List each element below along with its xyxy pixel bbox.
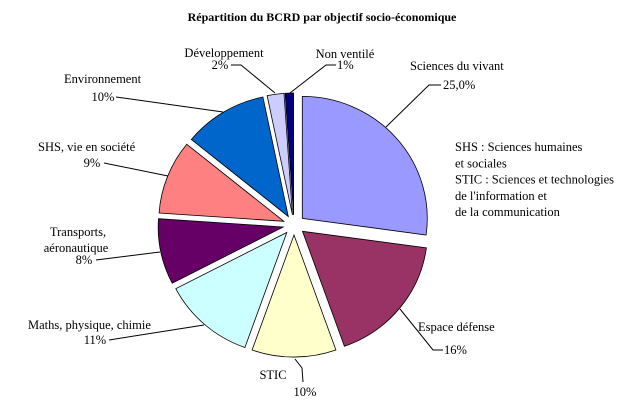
slice-percent-environnement: 10% (92, 90, 115, 104)
slice-maths-physique-chimie (175, 231, 288, 349)
slice-label-transports-aeronautique: aéronautique (44, 241, 109, 255)
slice-percent-developpement: 2% (212, 58, 229, 72)
leader-line-transports-aeronautique (95, 251, 161, 261)
leader-line-maths-physique-chimie (108, 324, 205, 341)
pie-slices-group (157, 92, 428, 358)
slice-label-maths-physique-chimie: Maths, physique, chimie (28, 318, 151, 332)
slice-label-non-ventile: Non ventilé (316, 47, 375, 61)
slice-non-ventile (284, 92, 294, 216)
annotation-line: de la communication (455, 205, 561, 219)
leader-line-shs-vie-en-societe (103, 162, 169, 177)
slice-shs-vie-en-societe (158, 143, 286, 222)
legend-annotation-group: SHS : Sciences humaines et sociales STIC :… (455, 140, 614, 219)
leader-line-sciences-du-vivant (385, 84, 441, 128)
slice-espace-defense (301, 230, 427, 347)
slice-percent-sciences-du-vivant: 25,0% (443, 78, 475, 92)
leader-line-stic (294, 358, 304, 383)
leader-line-non-ventile (289, 64, 336, 94)
chart-title: Répartition du BCRD par objectif socio-é… (188, 10, 457, 24)
leader-line-espace-defense (399, 308, 443, 351)
slice-label-shs-vie-en-societe: SHS, vie en société (38, 140, 136, 154)
slice-stic (251, 233, 337, 358)
slice-percent-espace-defense: 16% (444, 343, 467, 357)
slice-percent-maths-physique-chimie: 11% (84, 333, 106, 347)
annotation-line: SHS : Sciences humaines (455, 140, 583, 154)
annotation-line: de l'information et (455, 189, 547, 203)
slice-percent-transports-aeronautique: 8% (76, 253, 93, 267)
leader-line-environnement (115, 96, 224, 113)
slice-label-environnement: Environnement (64, 72, 142, 86)
slice-transports-aeronautique (157, 218, 285, 284)
annotation-line: STIC : Sciences et technologies (455, 173, 614, 187)
slice-label-sciences-du-vivant: Sciences du vivant (410, 59, 504, 73)
slice-percent-shs-vie-en-societe: 9% (84, 156, 101, 170)
slice-sciences-du-vivant (301, 95, 428, 236)
slice-percent-non-ventile: 1% (337, 58, 354, 72)
slice-developpement (266, 92, 293, 216)
leader-lines-group (95, 64, 443, 383)
slice-label-developpement: Développement (184, 46, 264, 60)
slice-label-stic: STIC (259, 368, 286, 382)
slice-percent-stic: 10% (294, 385, 317, 399)
slice-label-espace-defense: Espace défense (418, 320, 495, 334)
slice-label-transports-aeronautique: Transports, (50, 225, 106, 239)
annotation-line: et sociales (455, 156, 507, 170)
leader-line-developpement (231, 64, 276, 94)
slice-environnement (190, 96, 289, 218)
slice-labels-group: Sciences du vivant 25,0% Espace défense 16%… (28, 46, 504, 399)
